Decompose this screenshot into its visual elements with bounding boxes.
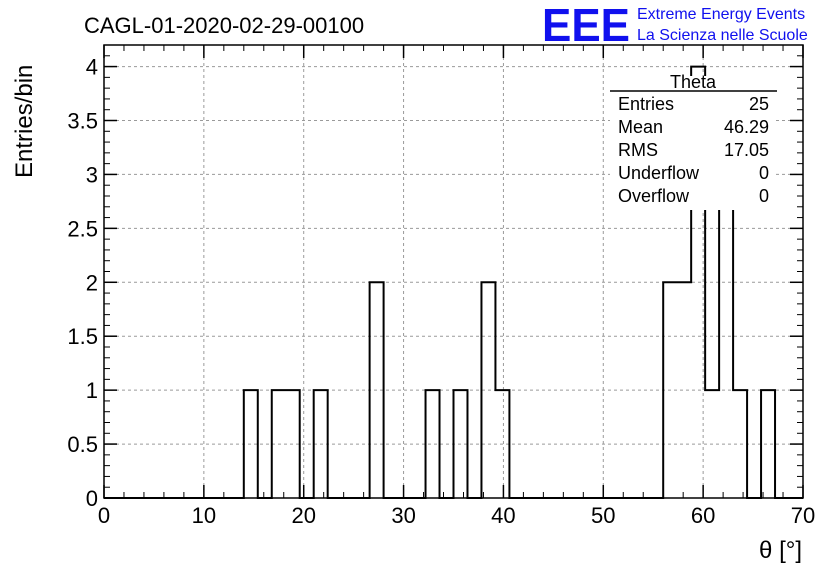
stats-row-label: Overflow	[618, 186, 690, 206]
stats-row-label: RMS	[618, 140, 658, 160]
stats-box-title: Theta	[670, 72, 717, 92]
x-tick-label: 10	[192, 503, 216, 528]
y-tick-label: 0.5	[67, 432, 98, 457]
grid	[104, 45, 803, 498]
y-tick-label: 3	[86, 162, 98, 187]
histogram-outline	[104, 65, 803, 499]
axis-ticks	[103, 44, 804, 499]
y-tick-labels: 0 0.5 1 1.5 2 2.5 3 3.5 4	[67, 55, 98, 511]
histogram-bin	[426, 390, 440, 498]
stats-row-label: Underflow	[618, 163, 700, 183]
histogram-bin	[719, 174, 733, 498]
stats-rows: Entries 25 Mean 46.29 RMS 17.05 Underflow 0 Over…	[618, 94, 769, 206]
x-axis-label: θ [°]	[759, 537, 802, 564]
x-tick-labels: 0 10 20 30 40 50 60 70	[98, 503, 815, 528]
x-tick-label: 0	[98, 503, 110, 528]
x-tick-label: 70	[791, 503, 815, 528]
y-tick-label: 2	[86, 270, 98, 295]
stats-row-value: 17.05	[724, 140, 769, 160]
y-tick-label: 3.5	[67, 109, 98, 134]
chart-title: CAGL-01-2020-02-29-00100	[84, 13, 364, 38]
stats-row-value: 25	[749, 94, 769, 114]
x-tick-label: 60	[691, 503, 715, 528]
y-tick-label: 0	[86, 486, 98, 511]
stats-row-label: Entries	[618, 94, 674, 114]
y-tick-label: 4	[86, 55, 98, 80]
x-tick-label: 50	[591, 503, 615, 528]
eee-logo: EEE Extreme Energy Events La Scienza nel…	[542, 0, 808, 51]
y-tick-label: 2.5	[67, 216, 98, 241]
stats-box: Theta Entries 25 Mean 46.29 RMS 17.05 Underflo…	[610, 72, 777, 210]
eee-logo-mark: EEE	[542, 0, 630, 51]
stats-row-value: 0	[759, 186, 769, 206]
stats-row-value: 46.29	[724, 117, 769, 137]
x-tick-label: 30	[391, 503, 415, 528]
stats-box-background	[610, 76, 776, 210]
logo-line-2: La Scienza nelle Scuole	[637, 27, 808, 44]
stats-row-label: Mean	[618, 117, 663, 137]
y-tick-label: 1	[86, 378, 98, 403]
logo-line-1: Extreme Energy Events	[637, 6, 805, 23]
x-tick-label: 20	[291, 503, 315, 528]
histogram-bin	[677, 282, 691, 498]
stats-row-value: 0	[759, 163, 769, 183]
x-tick-label: 40	[491, 503, 515, 528]
y-tick-label: 1.5	[67, 324, 98, 349]
y-axis-label: Entries/bin	[11, 65, 38, 178]
